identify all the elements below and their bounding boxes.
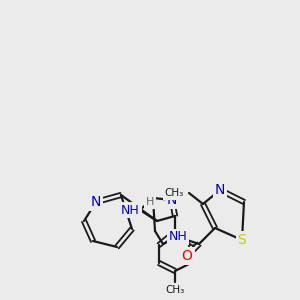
Text: H: H <box>146 197 154 207</box>
Text: S: S <box>238 233 246 247</box>
Text: N: N <box>167 193 177 207</box>
Text: CH₃: CH₃ <box>165 285 184 295</box>
Text: N: N <box>91 195 101 209</box>
Text: NH: NH <box>169 230 188 244</box>
Text: O: O <box>182 249 192 263</box>
Text: CH₃: CH₃ <box>165 188 184 198</box>
Text: N: N <box>215 183 225 197</box>
Text: NH: NH <box>121 203 140 217</box>
